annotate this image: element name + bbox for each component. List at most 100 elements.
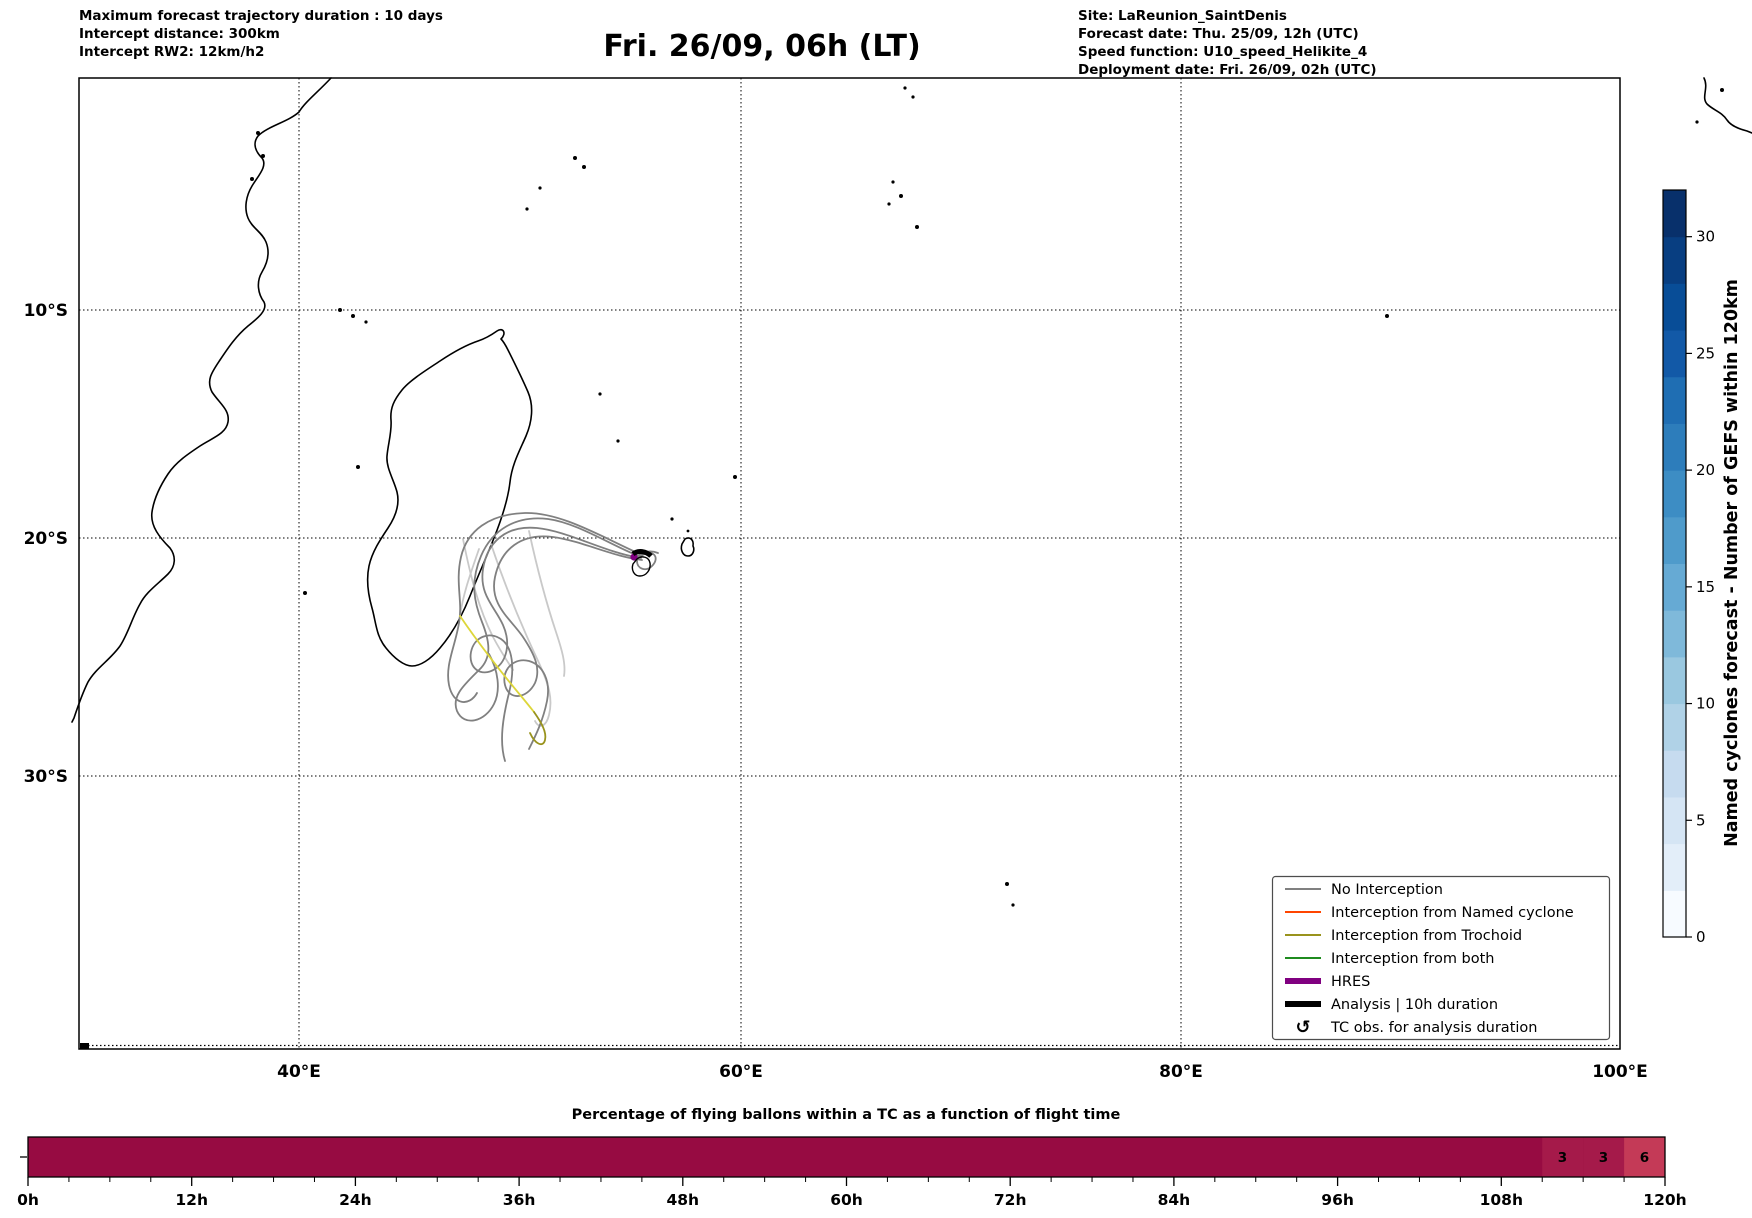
map-x-tick-label: 80°E	[1159, 1062, 1203, 1082]
legend-label: Analysis | 10h duration	[1331, 997, 1498, 1013]
strip-x-tick-label: 12h	[175, 1191, 208, 1209]
strip-cell-value: 6	[1640, 1150, 1649, 1166]
colorbar-tick-label: 20	[1696, 461, 1715, 479]
colorbar-cell	[1663, 656, 1686, 705]
header-right-line-4: Deployment date: Fri. 26/09, 02h (UTC)	[1078, 62, 1377, 78]
header-left-line-1: Maximum forecast trajectory duration : 1…	[79, 8, 443, 24]
colorbar-cell	[1663, 376, 1686, 424]
corner-land-fragment	[80, 1043, 89, 1049]
strip-title: Percentage of flying ballons within a TC…	[572, 1107, 1121, 1123]
strip-x-tick-label: 60h	[830, 1191, 863, 1209]
colorbar-cell	[1663, 843, 1686, 891]
legend-row: ↺ TC obs. for analysis duration	[1295, 1017, 1537, 1038]
colorbar-tick-label: 25	[1696, 344, 1715, 362]
page-title: Fri. 26/09, 06h (LT)	[603, 29, 920, 64]
africa-coastline	[71, 77, 332, 723]
sumatra-coastline-fragment	[1703, 77, 1752, 134]
strip-x-tick-label: 0h	[17, 1191, 39, 1209]
colorbar-cell	[1663, 890, 1686, 938]
legend-row: HRES	[1285, 974, 1370, 990]
strip-cell-value: 3	[1599, 1150, 1608, 1166]
colorbar: 0 5 10 15 20 25 30 Named cyclones forecast - N…	[1662, 189, 1742, 946]
header-right-line-2: Forecast date: Thu. 25/09, 12h (UTC)	[1078, 26, 1359, 42]
strip-bar	[28, 1137, 1665, 1177]
island-speck	[598, 392, 602, 396]
header-left-line-3: Intercept RW2: 12km/h2	[79, 44, 264, 60]
small-islands	[250, 86, 1724, 907]
strip-x-tick-label: 108h	[1480, 1191, 1523, 1209]
strip-axis-ticks: 0h 12h 24h 36h 48h 60h 72h 84h 96h 108h 120h	[17, 1177, 1687, 1209]
colorbar-cell	[1663, 330, 1686, 378]
colorbar-tick-label: 15	[1696, 578, 1715, 596]
mauritius-coastline	[680, 537, 695, 557]
trajectory-gray-2	[469, 526, 642, 762]
colorbar-tick-label: 5	[1696, 811, 1706, 829]
header-left-line-2: Intercept distance: 300km	[79, 26, 280, 42]
trajectory-trochoid-olive	[529, 711, 547, 746]
legend-label: Interception from Trochoid	[1331, 928, 1522, 944]
colorbar-cell	[1663, 236, 1686, 284]
colorbar-border	[1662, 189, 1687, 938]
colorbar-tick-label: 10	[1696, 695, 1715, 713]
island-speck	[733, 475, 737, 479]
map-x-tick-label: 60°E	[719, 1062, 763, 1082]
madagascar-coastline	[366, 328, 533, 667]
map-gridlines	[79, 78, 1621, 1049]
map-legend: No Interception Interception from Named …	[1271, 875, 1611, 1041]
island-speck	[356, 465, 360, 469]
colorbar-cell	[1663, 423, 1686, 471]
legend-row: Interception from Trochoid	[1285, 928, 1522, 944]
colorbar-cell	[1663, 563, 1686, 611]
strip-x-tick-label: 84h	[1158, 1191, 1191, 1209]
trajectories	[447, 512, 659, 762]
coastlines	[71, 77, 1752, 723]
island-speck	[256, 131, 260, 135]
colorbar-tick-label: 30	[1696, 228, 1715, 246]
trajectory-gray-3	[493, 535, 643, 750]
legend-label: Interception from Named cyclone	[1331, 905, 1574, 921]
trajectory-gray-1	[454, 517, 642, 722]
trajectory-light-4	[528, 530, 566, 677]
island-speck	[250, 177, 254, 181]
colorbar-ticks: 0 5 10 15 20 25 30	[1686, 228, 1715, 946]
strip-cell-value: 3	[1558, 1150, 1567, 1166]
header: Maximum forecast trajectory duration : 1…	[79, 8, 1377, 78]
strip-x-tick-label: 48h	[666, 1191, 699, 1209]
map-y-tick-label: 30°S	[24, 767, 68, 787]
strip-x-tick-label: 36h	[503, 1191, 536, 1209]
colorbar-cell	[1663, 470, 1686, 518]
map-x-tick-label: 40°E	[277, 1062, 321, 1082]
colorbar-axis-label: Named cyclones forecast - Number of GEFS…	[1722, 279, 1742, 847]
header-right-line-1: Site: LaReunion_SaintDenis	[1078, 8, 1287, 24]
trajectory-gray-4	[447, 512, 641, 703]
trajectory-light-3	[462, 538, 514, 671]
colorbar-cell	[1663, 516, 1686, 564]
island-speck	[351, 314, 355, 318]
trajectory-light-1	[459, 548, 480, 617]
legend-label: Interception from both	[1331, 951, 1495, 967]
island-speck	[1695, 120, 1699, 124]
island-speck	[915, 225, 919, 229]
island-speck	[338, 308, 342, 312]
tc-obs-rotation-icon: ↺	[1295, 1017, 1310, 1038]
strip-x-tick-label: 72h	[994, 1191, 1027, 1209]
analysis-marker	[631, 549, 653, 558]
colorbar-cell	[1663, 796, 1686, 845]
legend-label: No Interception	[1331, 882, 1443, 898]
island-speck	[903, 86, 907, 90]
strip-x-tick-label: 96h	[1321, 1191, 1354, 1209]
map-y-tick-label: 20°S	[24, 529, 68, 549]
island-speck	[1385, 314, 1389, 318]
island-speck	[887, 202, 891, 206]
map-x-tick-label: 100°E	[1592, 1062, 1648, 1082]
island-speck	[899, 194, 903, 198]
island-speck	[891, 180, 895, 184]
reunion-coastline	[631, 556, 651, 577]
colorbar-cell	[1663, 750, 1686, 798]
map-tick-labels: 40°E 60°E 80°E 100°E 10°S 20°S 30°S	[24, 301, 1648, 1082]
colorbar-gradient	[1663, 190, 1686, 938]
island-speck	[573, 156, 577, 160]
island-speck	[525, 207, 529, 211]
legend-box	[1271, 875, 1611, 1041]
